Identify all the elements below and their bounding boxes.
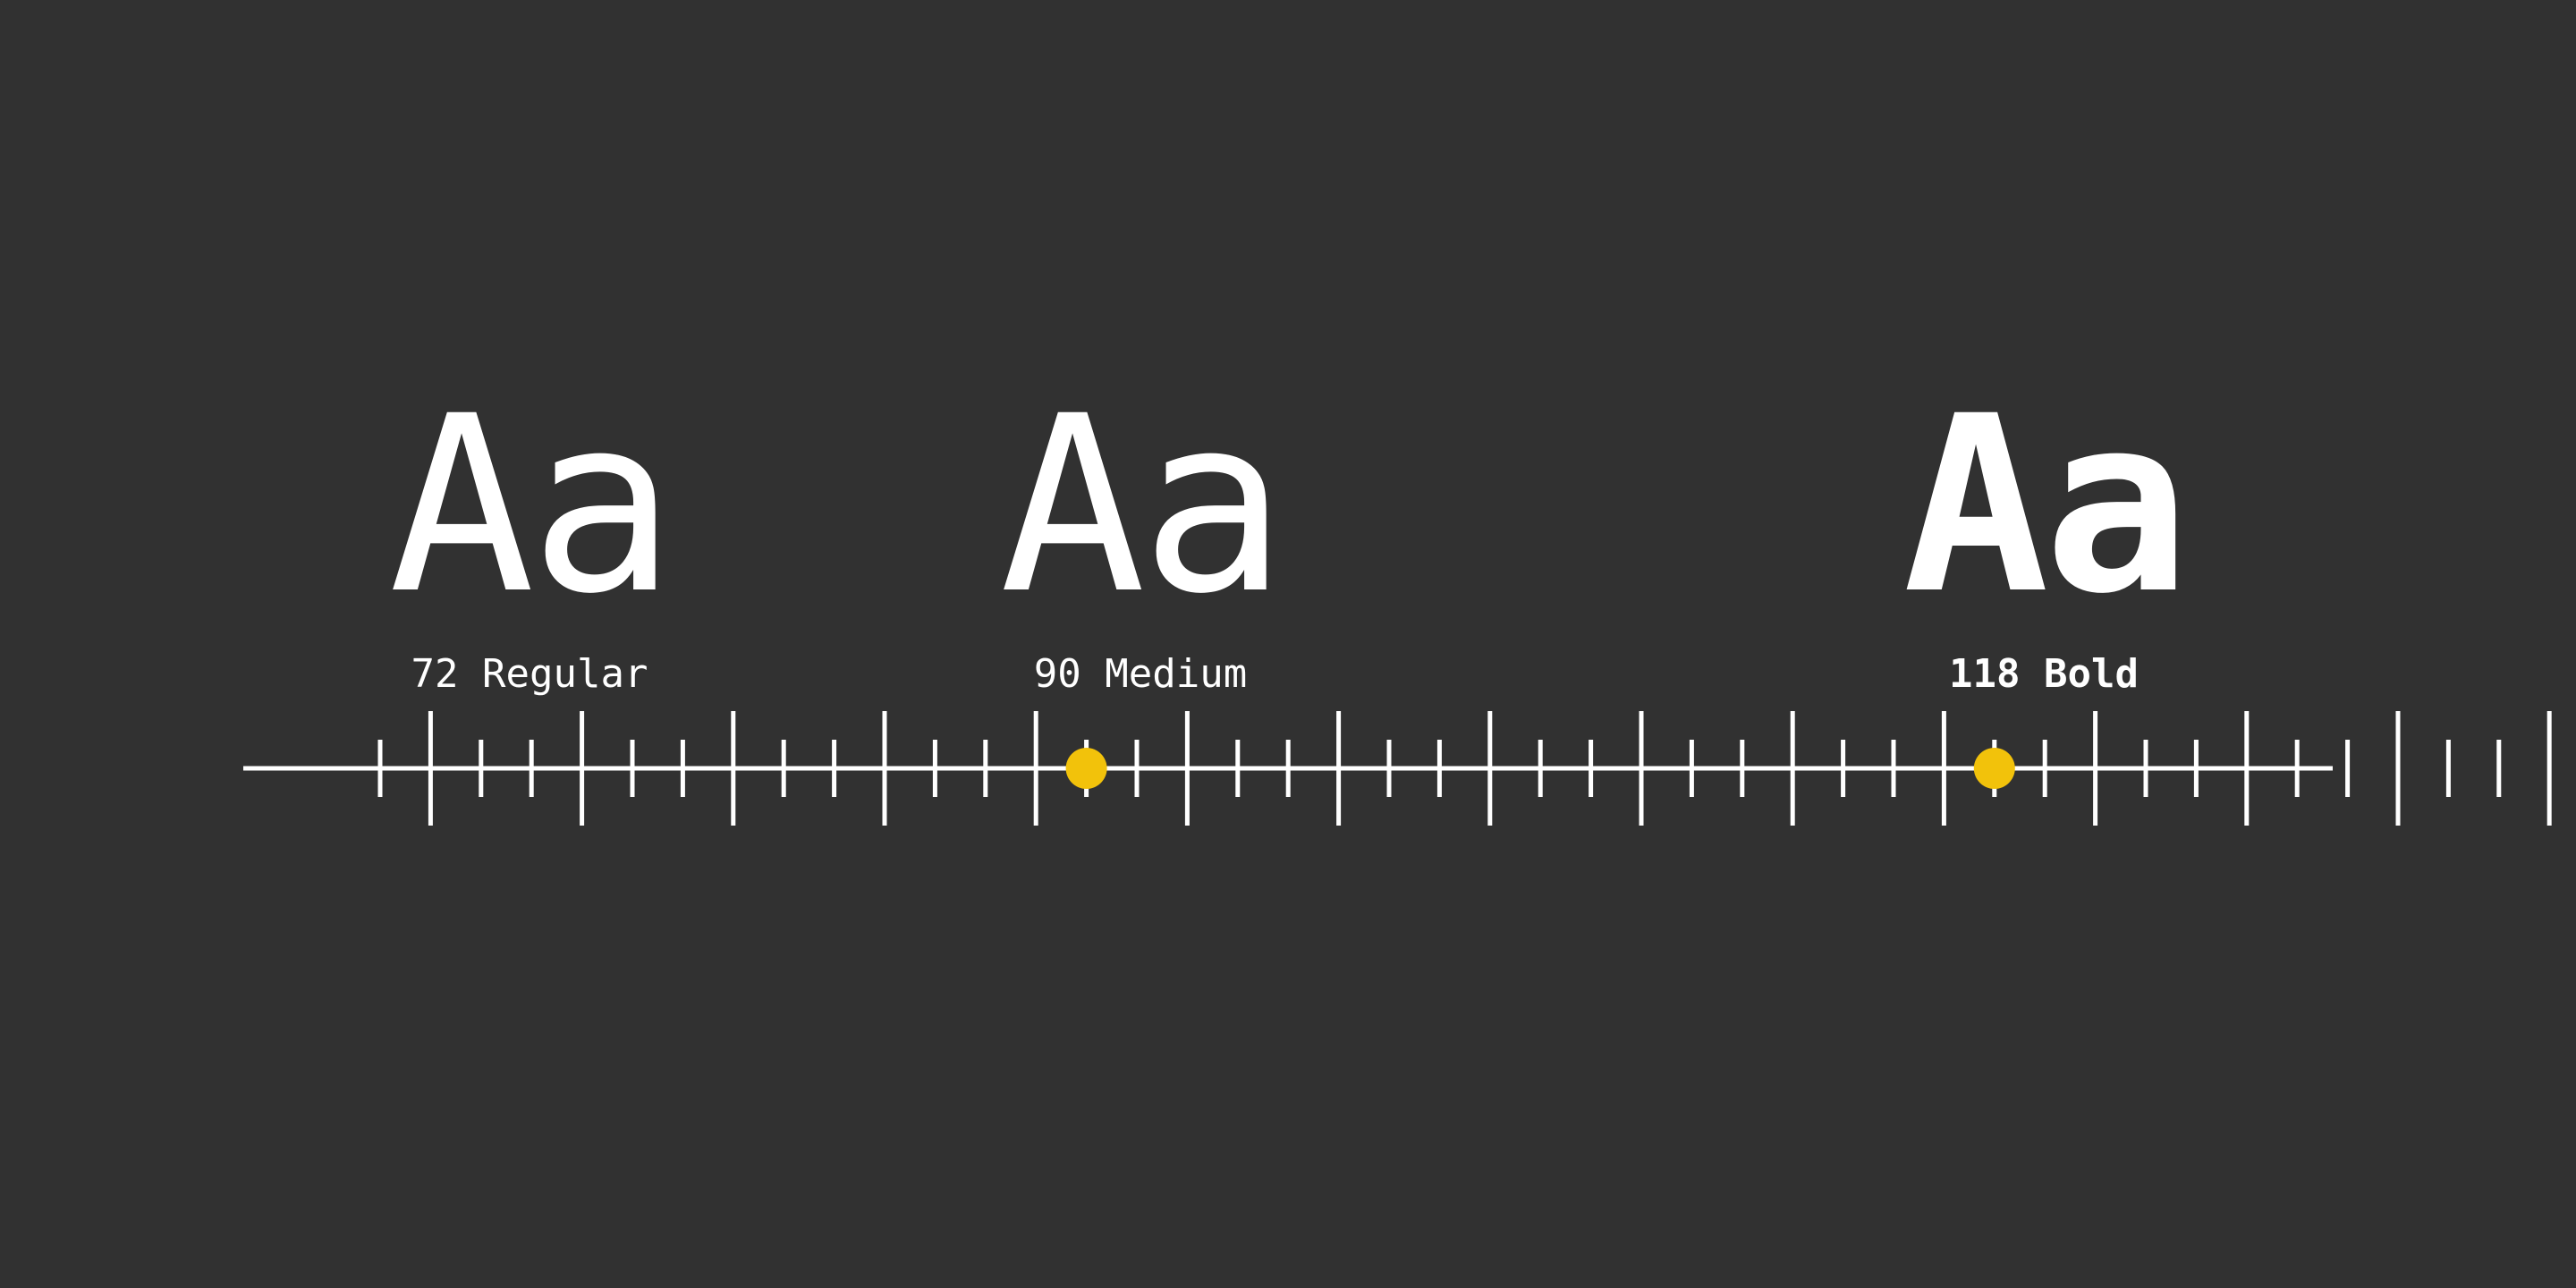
weight-label-medium: 90 Medium [1033, 651, 1248, 697]
axis-markers [1065, 748, 2015, 789]
glyph-sample-regular: Aa [388, 365, 676, 648]
specimen-medium: Aa 90 Medium [872, 365, 1409, 694]
specimen-bold: Aa 118 Bold [1775, 365, 2312, 694]
specimen-regular: Aa 72 Regular [261, 365, 798, 694]
weight-label-bold: 118 Bold [1949, 651, 2139, 697]
glyph-sample-medium: Aa [999, 365, 1287, 648]
weight-label-regular: 72 Regular [411, 651, 648, 697]
weight-marker-regular [1065, 748, 1107, 789]
weight-marker-medium [1973, 748, 2015, 789]
glyph-sample-bold: Aa [1902, 365, 2190, 648]
